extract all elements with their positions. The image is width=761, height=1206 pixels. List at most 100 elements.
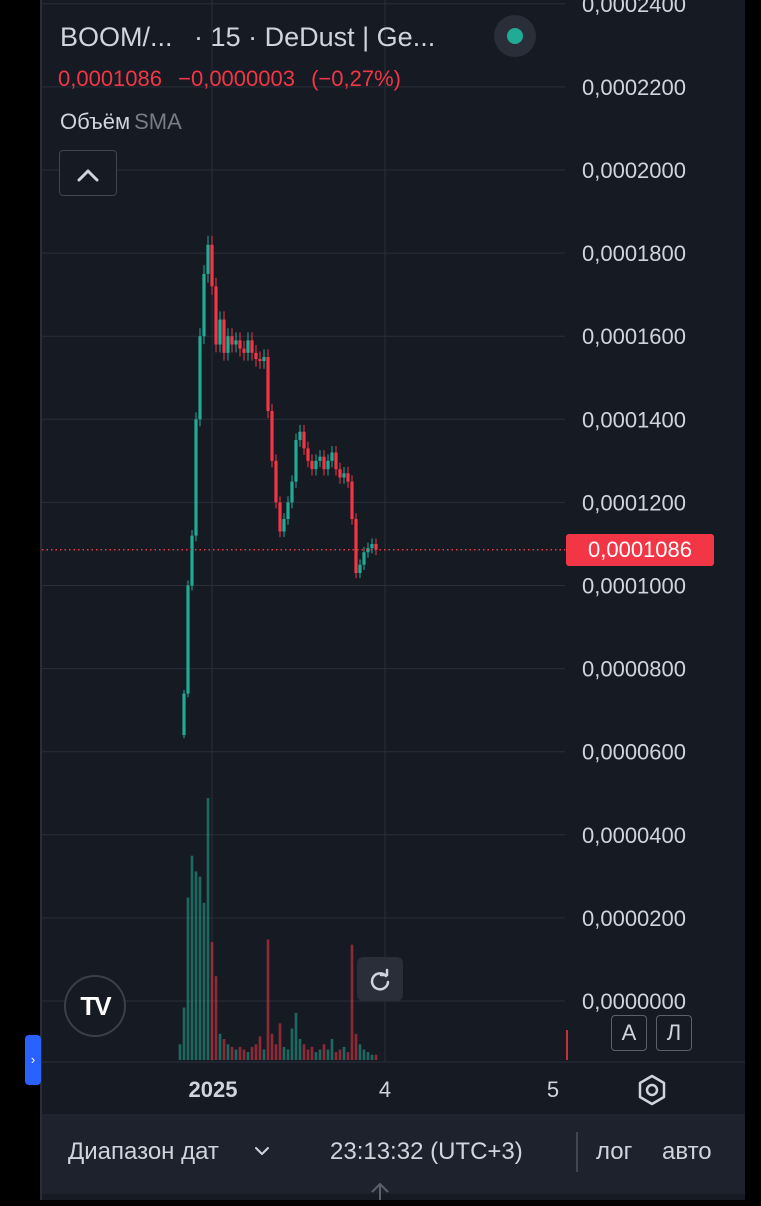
candle-body — [226, 336, 230, 353]
volume-bar — [326, 1049, 330, 1060]
volume-bar — [314, 1052, 318, 1060]
log-toggle[interactable]: лог — [596, 1138, 633, 1165]
collapse-legend-button[interactable] — [59, 150, 117, 196]
candle-body — [202, 273, 206, 337]
change-percent: (−0,27%) — [311, 66, 401, 91]
auto-toggle[interactable]: авто — [662, 1138, 712, 1165]
chevron-up-icon — [77, 169, 99, 182]
volume-bar — [370, 1054, 374, 1060]
candle-body — [246, 340, 250, 353]
auto-scale-button[interactable]: А — [611, 1015, 647, 1051]
candle-body — [222, 319, 226, 353]
date-range-button[interactable]: Диапазон дат — [68, 1138, 219, 1165]
price-quote: 0,0001086 −0,0000003 (−0,27%) — [58, 66, 411, 92]
volume-bar — [250, 1046, 254, 1060]
candle-body — [354, 519, 358, 574]
volume-bar — [222, 1039, 226, 1060]
price-tick-label: 0,0002000 — [582, 158, 686, 183]
tradingview-logo[interactable]: TV — [64, 975, 126, 1037]
volume-bar — [178, 1044, 182, 1060]
volume-bar — [218, 1033, 222, 1060]
volume-bar — [194, 871, 198, 1060]
candle-body — [346, 473, 350, 482]
candle-body — [194, 419, 198, 536]
log-scale-button[interactable]: Л — [656, 1015, 692, 1051]
price-tick-label: 0,0001400 — [582, 407, 686, 432]
price-tick-label: 0,0002200 — [582, 75, 686, 100]
candle-body — [242, 348, 246, 353]
volume-bar — [310, 1046, 314, 1060]
candle-body — [294, 440, 298, 482]
price-chart[interactable]: 0,0000000 0,0000200 0,0000400 0,0000600 0,00… — [0, 0, 761, 1120]
reset-icon — [370, 968, 390, 991]
exchange-label[interactable]: DeDust | Ge... — [264, 22, 436, 52]
price-tick-label: 0,0000000 — [582, 989, 686, 1014]
volume-bar — [346, 1052, 350, 1060]
candle-body — [270, 410, 274, 461]
candle-body — [186, 585, 190, 694]
candle-body — [254, 352, 258, 360]
symbol-title[interactable]: BOOM/... · 15 · DeDust | Ge... — [60, 22, 435, 53]
volume-legend[interactable]: Объём SMA — [60, 109, 182, 135]
volume-bar — [338, 1049, 342, 1060]
settings-button[interactable] — [634, 1072, 670, 1108]
price-tick-label: 0,0001600 — [582, 324, 686, 349]
title-separator: · — [194, 22, 204, 52]
candle-body — [310, 460, 314, 470]
price-tick-label: 0,0002400 — [582, 0, 686, 17]
volume-bar — [286, 1049, 290, 1060]
interval-label[interactable]: 15 — [210, 22, 241, 52]
candle-body — [214, 286, 218, 345]
reset-chart-button[interactable] — [357, 957, 403, 1001]
volume-bar — [298, 1039, 302, 1060]
price-scale[interactable]: 0,0000000 0,0000200 0,0000400 0,0000600 0,00… — [582, 0, 686, 1014]
volume-bar — [234, 1049, 238, 1060]
time-tick-label: 5 — [547, 1077, 559, 1102]
volume-bar — [182, 1007, 186, 1060]
candle-body — [298, 431, 302, 441]
side-panel-handle[interactable]: › — [25, 1035, 41, 1085]
symbol-name[interactable]: BOOM/... — [60, 22, 173, 52]
volume-label: Объём — [60, 109, 131, 134]
last-price-value: 0,0001086 — [58, 66, 162, 91]
chevron-down-icon[interactable] — [254, 1144, 270, 1162]
time-scale[interactable]: 2025 4 5 — [189, 1077, 560, 1102]
clock-timezone[interactable]: 23:13:32 (UTC+3) — [330, 1138, 523, 1165]
volume-bar — [566, 1030, 568, 1060]
candle-body — [286, 502, 290, 520]
candle-body — [190, 535, 194, 586]
volume-bar — [330, 1039, 334, 1060]
candle-body — [282, 519, 286, 532]
volume-bar — [270, 1033, 274, 1060]
grid-lines — [42, 0, 745, 1116]
candle-body — [306, 448, 310, 461]
market-status-icon[interactable] — [494, 15, 536, 57]
candle-body — [366, 548, 370, 553]
candle-body — [290, 481, 294, 503]
price-tick-label: 0,0001200 — [582, 490, 686, 515]
candle-body — [278, 502, 282, 532]
volume-bar — [306, 1049, 310, 1060]
candle-body — [234, 340, 238, 345]
candle-body — [218, 319, 222, 345]
volume-bar — [238, 1046, 242, 1060]
time-tick-label: 2025 — [189, 1077, 238, 1102]
volume-bar — [318, 1049, 322, 1060]
candle-body — [206, 244, 210, 274]
volume-bar — [190, 855, 194, 1060]
volume-bar — [350, 944, 354, 1060]
last-price-tag: 0,0001086 — [566, 533, 714, 566]
time-tick-label: 4 — [379, 1077, 391, 1102]
volume-bar — [262, 1049, 266, 1060]
title-separator-2: · — [248, 22, 258, 52]
volume-bar — [302, 1044, 306, 1060]
candle-body — [274, 460, 278, 503]
candle-body — [250, 340, 254, 353]
candle-body — [314, 460, 318, 470]
volume-bar — [214, 976, 218, 1060]
volume-bar — [258, 1036, 262, 1060]
volume-bar — [186, 897, 190, 1060]
volume-bar — [226, 1044, 230, 1060]
volume-bar — [198, 876, 202, 1060]
